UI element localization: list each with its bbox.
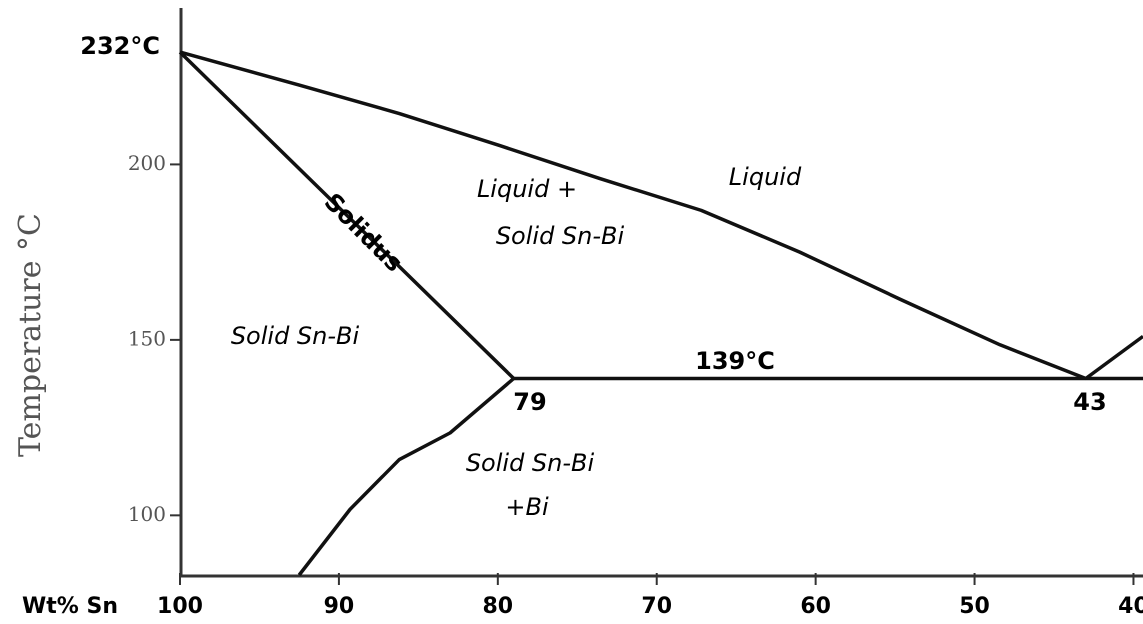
line-label: Solidus [319,188,409,278]
x-tick-label: 40 [1118,594,1143,619]
y-tick-label: 100 [128,502,166,526]
x-tick-label: 50 [959,594,990,619]
phase-boundary [1084,334,1143,380]
annotation: Solid Sn-Bi [466,449,595,477]
y-tick-label: 200 [128,151,166,175]
annotation: +Bi [505,493,549,521]
annotation: 139°C [695,347,775,375]
annotation: Liquid + [477,175,577,203]
x-axis-label: Wt% Sn [22,594,118,619]
annotation: 43 [1073,388,1106,416]
annotation: 79 [513,388,546,416]
phase-boundary [297,377,515,577]
x-tick-label: 70 [641,594,672,619]
x-tick-label: 100 [157,594,203,619]
annotation: Liquid [729,163,802,191]
phase-boundary [179,50,1087,381]
y-tick-label: 150 [128,326,166,350]
annotation: Solid Sn-Bi [231,322,360,350]
x-tick-label: 80 [483,594,514,619]
x-tick-label: 90 [324,594,355,619]
annotation: Solid Sn-Bi [496,222,625,250]
annotation: 232°C [80,32,160,60]
x-tick-label: 60 [800,594,831,619]
phase-boundary [178,50,515,380]
y-axis-label: Temperature °C [13,213,48,457]
